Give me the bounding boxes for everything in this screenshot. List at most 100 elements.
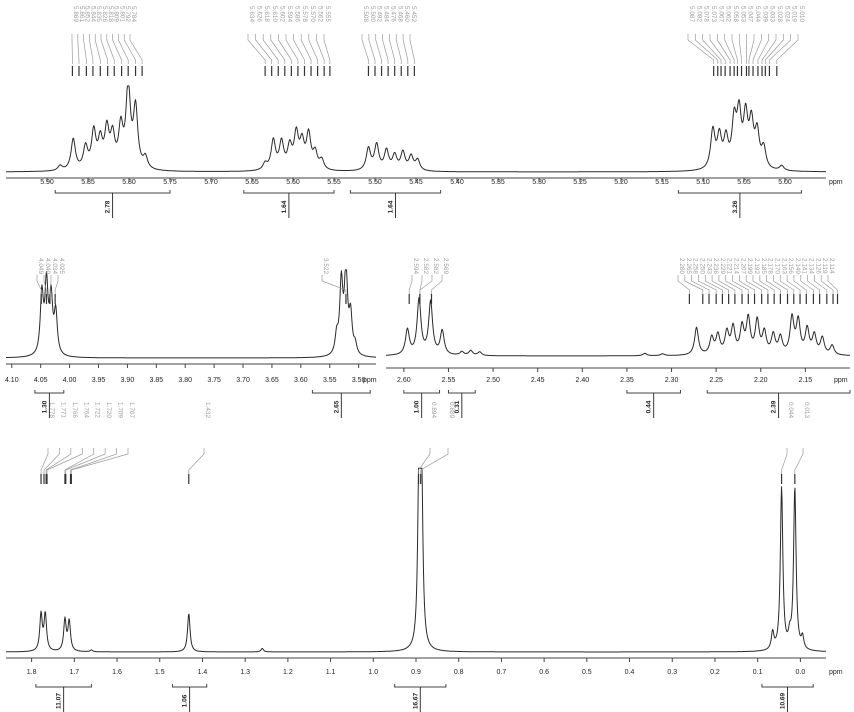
- p3-tick-label: 2.55: [442, 377, 456, 384]
- p1-axis-label: ppm: [829, 179, 843, 186]
- p2-tick-label: 3.65: [265, 377, 279, 384]
- p1-peak-label: 5.460: [403, 6, 410, 22]
- p3-peak-leader: [408, 275, 413, 294]
- p1-peak-leader: [368, 34, 376, 64]
- p1-peak-label: 5.010: [798, 6, 805, 22]
- p4-tick-label: 0.7: [497, 669, 507, 676]
- p1-integral-value: 1.64: [281, 200, 288, 213]
- p1-spectrum-trace: [6, 85, 826, 173]
- p4-peak-leader: [40, 448, 49, 474]
- p2-peak-label: 3.522: [322, 258, 329, 274]
- p2-tick-label: 4.05: [34, 377, 48, 384]
- p1-peak-leader: [247, 34, 266, 64]
- p2-tick-label: 4.10: [5, 377, 19, 384]
- p3-peak-label: 2.582: [432, 258, 439, 274]
- p1-peak-leader: [757, 34, 770, 64]
- p1-peak-label: 5.555: [324, 6, 331, 22]
- p1-peak-leader: [694, 34, 719, 64]
- p1-peak-label: 5.852: [84, 6, 91, 22]
- p1-peak-leader: [255, 34, 273, 64]
- p3-peak-leader: [704, 275, 723, 294]
- p4-peak-label: 0.044: [787, 402, 794, 418]
- p3-peak-label: 2.207: [739, 258, 746, 274]
- p2-peak-label: 4.049: [37, 258, 44, 274]
- p4-tick-label: 1.1: [326, 669, 336, 676]
- p1-integral-bracket: [349, 190, 442, 194]
- p1-integral-bracket: [54, 190, 171, 194]
- p4-peak-label: 1.720: [105, 402, 112, 418]
- p1-peak-label: 5.570: [309, 6, 316, 22]
- p3-integral-value: 1.00: [414, 400, 421, 413]
- p1-integral-value: 3.26: [732, 200, 739, 213]
- p2-tick-label: 3.50: [352, 377, 366, 384]
- p1-tick-label: 5.30: [532, 179, 546, 186]
- p3-tick-label: 2.60: [397, 377, 411, 384]
- p4-peak-leader: [65, 448, 106, 474]
- p1-peak-label: 5.078: [703, 6, 710, 22]
- p1-peak-leader: [361, 34, 369, 64]
- p4-tick-label: 0.2: [710, 669, 720, 676]
- p1-tick-label: 5.25: [573, 179, 587, 186]
- p1-peak-label: 5.618: [263, 6, 270, 22]
- p1-tick-label: 5.55: [327, 179, 341, 186]
- p1-peak-leader: [687, 34, 715, 64]
- p3-peak-leader: [820, 275, 834, 294]
- p1-peak-label: 5.024: [783, 6, 790, 22]
- p1-peak-leader: [300, 34, 312, 64]
- p3-peak-leader: [431, 275, 443, 294]
- p1-tick-label: 5.45: [409, 179, 423, 186]
- p3-peak-leader: [827, 275, 838, 294]
- p3-integral-bracket: [626, 390, 681, 394]
- p1-peak-label: 5.835: [95, 6, 102, 22]
- p3-peak-leader: [759, 275, 775, 294]
- p2-peak-leader: [36, 275, 42, 294]
- p1-peak-leader: [375, 34, 382, 64]
- p4-peak-label: 1.766: [71, 402, 78, 418]
- p4-peak-label: 0.894: [430, 402, 437, 418]
- p3-axis-label: ppm: [834, 377, 848, 384]
- p1-peak-label: 5.801: [118, 6, 125, 22]
- p4-peak-leader: [45, 448, 72, 474]
- p3-integral-bracket: [706, 390, 851, 394]
- p3-peak-label: 2.199: [746, 258, 753, 274]
- p3-peak-label: 2.134: [808, 258, 815, 274]
- p3-peak-label: 2.569: [442, 258, 449, 274]
- p1-peak-leader: [752, 34, 762, 64]
- p1-peak-label: 5.067: [717, 6, 724, 22]
- p1-peak-leader: [748, 34, 755, 64]
- p1-peak-label: 5.492: [376, 6, 383, 22]
- p1-peak-leader: [100, 34, 109, 64]
- p1-peak-label: 5.073: [710, 6, 717, 22]
- p3-tick-label: 2.35: [620, 377, 634, 384]
- p3-peak-leader: [786, 275, 801, 294]
- p4-tick-label: 0.0: [796, 669, 806, 676]
- p4-tick-label: 0.1: [753, 669, 763, 676]
- p3-peak-leader: [419, 275, 433, 294]
- p4-tick-label: 1.3: [240, 669, 250, 676]
- p2-integral-bracket: [34, 390, 65, 394]
- p1-peak-leader: [323, 34, 331, 64]
- p3-peak-label: 2.156: [787, 258, 794, 274]
- p4-peak-label: 0.013: [803, 402, 810, 418]
- p3-peak-leader: [807, 275, 821, 294]
- p2-integral-bracket: [311, 390, 371, 394]
- p1-peak-label: 5.500: [369, 6, 376, 22]
- p1-peak-leader: [709, 34, 726, 64]
- p3-peak-label: 2.229: [719, 258, 726, 274]
- p1-peak-leader: [83, 34, 87, 64]
- p4-peak-leader: [418, 448, 431, 474]
- p3-peak-leader: [718, 275, 736, 294]
- p3-peak-label: 2.236: [712, 258, 719, 274]
- p1-integral-bracket: [243, 190, 335, 194]
- p3-peak-label: 2.243: [705, 258, 712, 274]
- p4-axis-label: ppm: [829, 669, 843, 676]
- p1-tick-label: 5.50: [368, 179, 382, 186]
- p1-tick-label: 5.40: [450, 179, 464, 186]
- p2-peak-leader: [43, 275, 47, 294]
- p3-integral-bracket: [403, 390, 441, 394]
- p1-tick-label: 5.05: [737, 179, 751, 186]
- p1-peak-label: 5.053: [739, 6, 746, 22]
- p4-peak-leader: [794, 448, 804, 474]
- p2-tick-label: 3.75: [207, 377, 221, 384]
